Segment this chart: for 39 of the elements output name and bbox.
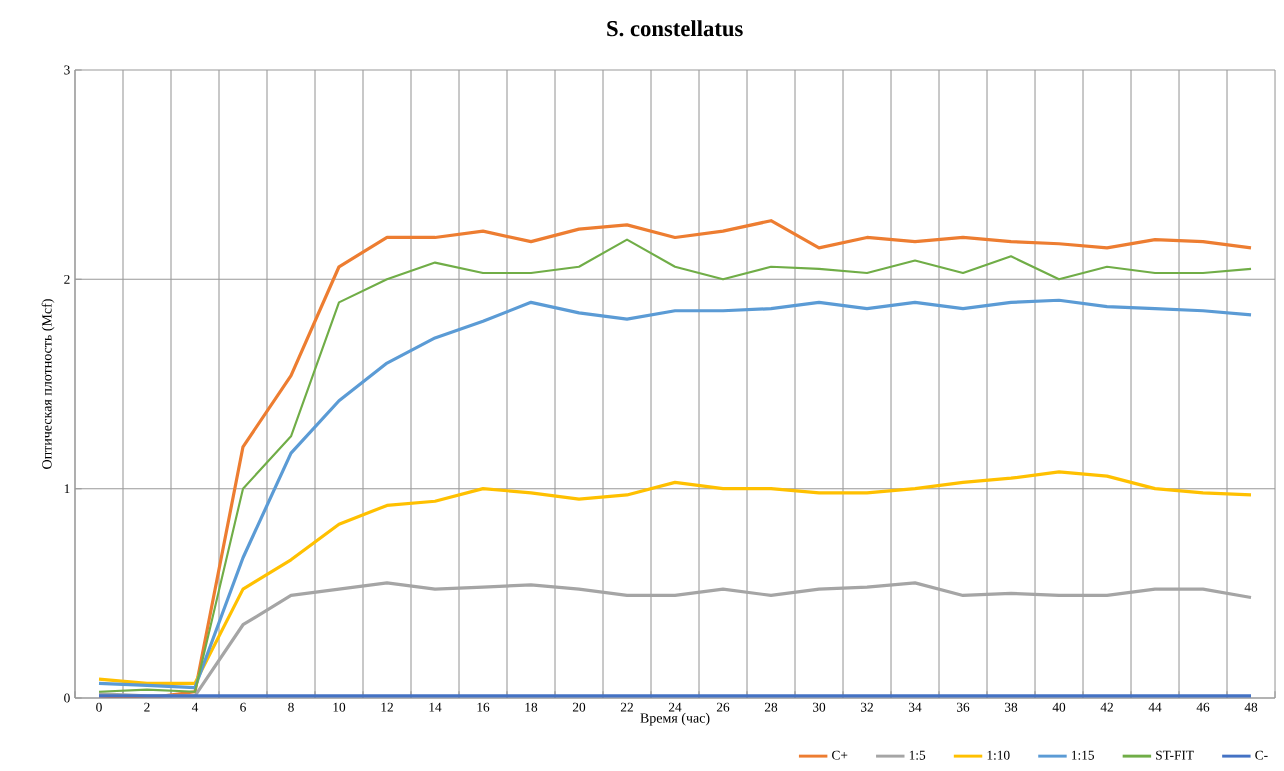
chart-title: S. constellatus <box>607 20 743 37</box>
x-tick-label: 14 <box>429 702 442 712</box>
x-tick-label: 44 <box>1148 702 1162 712</box>
x-axis-title: Время (час) <box>640 712 710 726</box>
x-tick-label: 8 <box>288 702 294 712</box>
legend-label: ST-FIT <box>1156 750 1194 760</box>
x-tick-label: 28 <box>764 702 778 712</box>
x-tick-label: 36 <box>956 702 970 712</box>
x-tick-label: 20 <box>572 702 586 712</box>
x-tick-label: 48 <box>1244 702 1258 712</box>
x-tick-label: 40 <box>1052 702 1066 712</box>
y-axis-title: Оптическая плотность (Mcf) <box>41 299 55 469</box>
x-tick-label: 42 <box>1100 702 1113 712</box>
line-series <box>97 470 1253 685</box>
x-tick-label: 6 <box>240 702 246 712</box>
x-tick-label: 46 <box>1196 702 1210 712</box>
y-tick-label: 1 <box>64 484 70 494</box>
x-tick-label: 38 <box>1004 702 1018 712</box>
legend-label: 1:5 <box>909 750 926 760</box>
x-tick-label: 24 <box>668 702 682 712</box>
legend-label: C- <box>1255 750 1268 760</box>
x-tick-label: 26 <box>716 702 730 712</box>
y-tick-label: 3 <box>64 65 70 75</box>
x-tick-label: 30 <box>812 702 826 712</box>
x-tick-label: 16 <box>477 702 490 712</box>
x-tick-label: 0 <box>96 702 102 712</box>
legend-label: 1:10 <box>987 750 1010 760</box>
x-tick-label: 12 <box>381 702 393 712</box>
x-tick-label: 10 <box>333 702 346 712</box>
legend-label: 1:15 <box>1071 750 1095 760</box>
x-tick-label: 18 <box>525 702 538 712</box>
x-tick-label: 2 <box>144 702 150 712</box>
legend-label: C+ <box>832 750 848 760</box>
x-tick-label: 34 <box>908 702 922 712</box>
x-tick-label: 22 <box>620 702 633 712</box>
y-tick-label: 0 <box>64 693 70 703</box>
x-tick-label: 32 <box>860 702 873 712</box>
x-tick-label: 4 <box>191 702 199 712</box>
y-tick-label: 2 <box>64 274 70 284</box>
